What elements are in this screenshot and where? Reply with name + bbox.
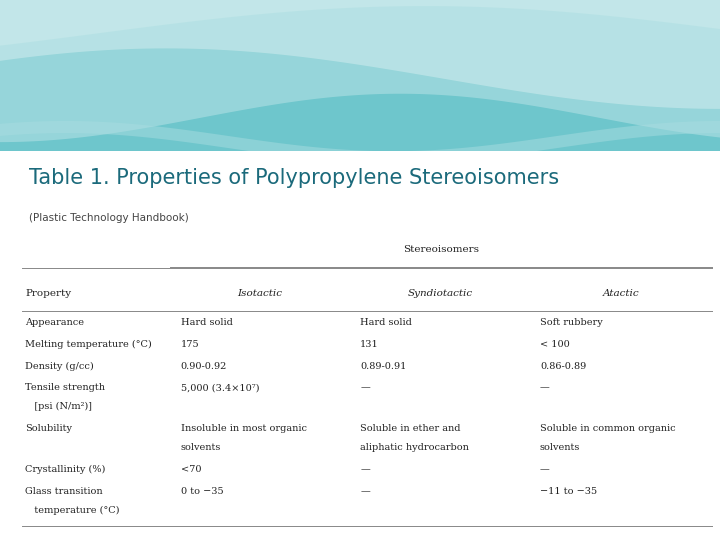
Text: Solubility: Solubility — [25, 424, 72, 433]
Polygon shape — [0, 0, 720, 45]
Text: solvents: solvents — [540, 443, 580, 452]
Text: Property: Property — [25, 288, 71, 298]
Polygon shape — [0, 0, 720, 142]
Text: 0.89-0.91: 0.89-0.91 — [360, 361, 407, 370]
Text: Hard solid: Hard solid — [360, 318, 412, 327]
Text: aliphatic hydrocarbon: aliphatic hydrocarbon — [360, 443, 469, 452]
Text: < 100: < 100 — [540, 340, 570, 349]
Text: —: — — [360, 487, 370, 496]
Text: (Plastic Technology Handbook): (Plastic Technology Handbook) — [29, 213, 189, 224]
Text: 5,000 (3.4×10⁷): 5,000 (3.4×10⁷) — [181, 383, 259, 393]
Text: 0.90-0.92: 0.90-0.92 — [181, 361, 227, 370]
Text: Soft rubbery: Soft rubbery — [540, 318, 603, 327]
Text: Table 1. Properties of Polypropylene Stereoisomers: Table 1. Properties of Polypropylene Ste… — [29, 168, 559, 188]
Polygon shape — [0, 0, 720, 151]
Polygon shape — [0, 0, 720, 109]
Polygon shape — [0, 121, 720, 163]
Text: Appearance: Appearance — [25, 318, 84, 327]
Text: 0.86-0.89: 0.86-0.89 — [540, 361, 586, 370]
Text: Insoluble in most organic: Insoluble in most organic — [181, 424, 307, 433]
Text: <70: <70 — [181, 465, 201, 474]
Text: temperature (°C): temperature (°C) — [25, 506, 120, 515]
Text: —: — — [540, 465, 550, 474]
Text: —: — — [540, 383, 550, 393]
Text: [psi (N/m²)]: [psi (N/m²)] — [25, 402, 92, 411]
Text: 0 to −35: 0 to −35 — [181, 487, 223, 496]
Text: Isotactic: Isotactic — [238, 288, 282, 298]
Text: Tensile strength: Tensile strength — [25, 383, 105, 393]
Text: Stereoisomers: Stereoisomers — [403, 245, 480, 254]
Text: −11 to −35: −11 to −35 — [540, 487, 597, 496]
Text: Soluble in common organic: Soluble in common organic — [540, 424, 675, 433]
Text: Atactic: Atactic — [603, 288, 639, 298]
Text: 175: 175 — [181, 340, 199, 349]
Text: Density (g/cc): Density (g/cc) — [25, 361, 94, 370]
Text: Crystallinity (%): Crystallinity (%) — [25, 465, 105, 474]
Text: 131: 131 — [360, 340, 379, 349]
Text: Soluble in ether and: Soluble in ether and — [360, 424, 461, 433]
Text: Syndiotactic: Syndiotactic — [408, 288, 472, 298]
Text: solvents: solvents — [181, 443, 221, 452]
Text: Hard solid: Hard solid — [181, 318, 233, 327]
Text: —: — — [360, 383, 370, 393]
Text: —: — — [360, 465, 370, 474]
Text: Glass transition: Glass transition — [25, 487, 103, 496]
Text: Melting temperature (°C): Melting temperature (°C) — [25, 340, 152, 349]
